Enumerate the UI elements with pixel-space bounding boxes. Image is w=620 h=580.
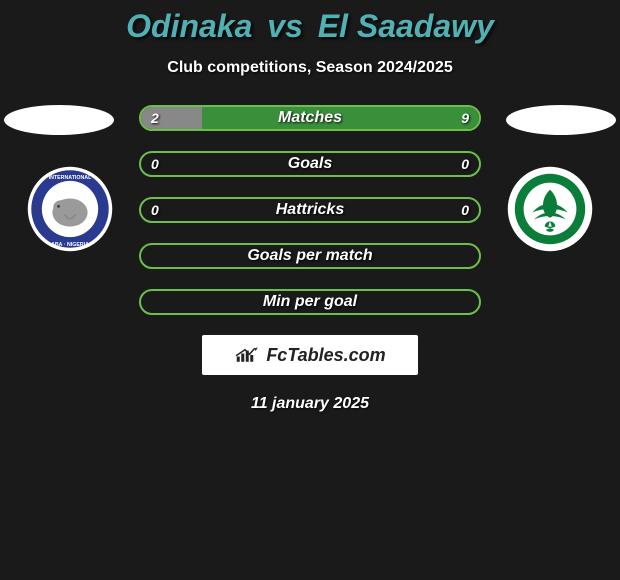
comparison-arena: INTERNATIONAL ABA · NIGERIA Matches 2 9 Goa… bbox=[0, 105, 620, 315]
vs-text: vs bbox=[267, 8, 303, 44]
svg-text:INTERNATIONAL: INTERNATIONAL bbox=[49, 175, 92, 181]
crest-left-icon: INTERNATIONAL ABA · NIGERIA bbox=[20, 165, 120, 253]
subtitle: Club competitions, Season 2024/2025 bbox=[0, 59, 620, 77]
stat-label: Matches bbox=[278, 109, 342, 127]
svg-text:ABA · NIGERIA: ABA · NIGERIA bbox=[51, 242, 89, 248]
shadow-ellipse-left bbox=[4, 105, 114, 135]
stat-label: Goals per match bbox=[247, 247, 372, 265]
stat-value-right: 9 bbox=[461, 110, 469, 126]
stat-bar: Goals 0 0 bbox=[139, 151, 481, 177]
player2-name: El Saadawy bbox=[318, 8, 494, 44]
shadow-ellipse-right bbox=[506, 105, 616, 135]
comparison-title: Odinaka vs El Saadawy bbox=[0, 0, 620, 45]
chart-icon bbox=[234, 346, 262, 364]
stat-bar: Hattricks 0 0 bbox=[139, 197, 481, 223]
source-text: FcTables.com bbox=[266, 345, 385, 366]
stat-value-left: 2 bbox=[151, 110, 159, 126]
stat-bar: Min per goal bbox=[139, 289, 481, 315]
club-crest-right bbox=[500, 165, 600, 253]
stat-label: Hattricks bbox=[276, 201, 344, 219]
player1-name: Odinaka bbox=[126, 8, 252, 44]
stat-value-right: 0 bbox=[461, 202, 469, 218]
date-text: 11 january 2025 bbox=[0, 395, 620, 413]
stat-value-left: 0 bbox=[151, 202, 159, 218]
stat-label: Goals bbox=[288, 155, 332, 173]
crest-right-icon bbox=[500, 165, 600, 253]
stat-bar: Matches 2 9 bbox=[139, 105, 481, 131]
source-badge: FcTables.com bbox=[202, 335, 418, 375]
stat-value-right: 0 bbox=[461, 156, 469, 172]
stat-label: Min per goal bbox=[263, 293, 357, 311]
stat-bars: Matches 2 9 Goals 0 0 Hattricks 0 0 Goals per mat… bbox=[139, 105, 481, 315]
stat-value-left: 0 bbox=[151, 156, 159, 172]
stat-bar: Goals per match bbox=[139, 243, 481, 269]
club-crest-left: INTERNATIONAL ABA · NIGERIA bbox=[20, 165, 120, 253]
